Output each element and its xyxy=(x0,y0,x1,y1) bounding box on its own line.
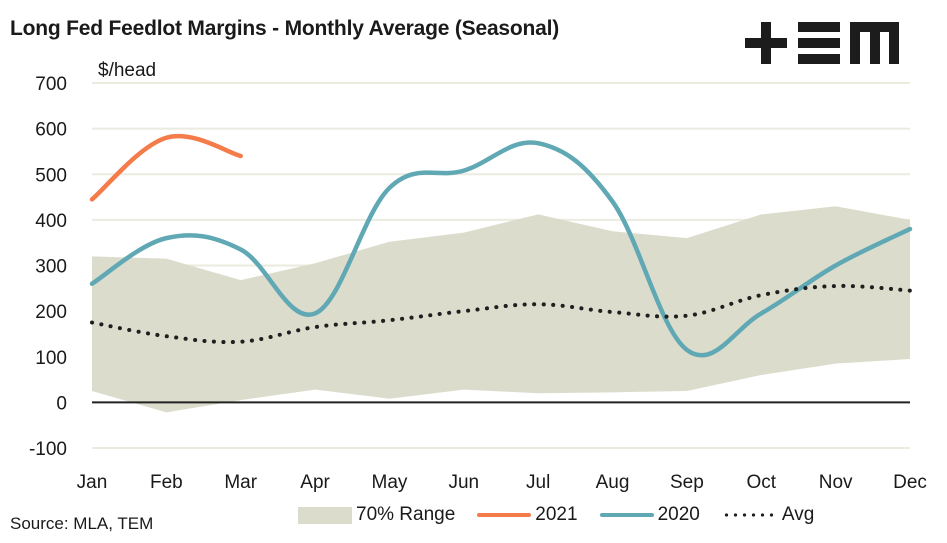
x-tick-label: Oct xyxy=(746,472,776,493)
legend-swatch-avg xyxy=(721,513,776,517)
tem-logo-icon xyxy=(745,22,899,64)
x-tick-label: Jun xyxy=(448,472,479,493)
x-tick-label: Aug xyxy=(596,472,630,493)
legend-swatch-2021 xyxy=(477,513,532,517)
legend-label-2021: 2021 xyxy=(535,504,578,525)
legend-swatch-range xyxy=(298,506,352,524)
y-tick-label: -100 xyxy=(29,439,67,460)
x-tick-label: Jan xyxy=(77,472,108,493)
series-line-2021 xyxy=(89,134,243,202)
y-tick-label: 500 xyxy=(35,165,67,186)
legend-swatch-2020 xyxy=(599,513,654,517)
y-axis-ticks: 700 600 500 400 300 200 100 0 -100 xyxy=(29,74,67,460)
y-tick-label: 200 xyxy=(35,302,67,323)
x-tick-label: Mar xyxy=(224,472,257,493)
x-tick-label: Jul xyxy=(526,472,550,493)
y-tick-label: 0 xyxy=(56,393,67,414)
x-tick-label: Apr xyxy=(300,472,330,493)
x-tick-label: Dec xyxy=(893,472,927,493)
y-tick-label: 400 xyxy=(35,211,67,232)
legend-label-avg: Avg xyxy=(781,504,815,525)
y-tick-label: 700 xyxy=(35,74,67,95)
legend-item-2021: 2021 xyxy=(477,504,578,526)
x-tick-label: May xyxy=(372,472,408,493)
y-axis-unit-label: $/head xyxy=(98,60,157,81)
legend-item-range: 70% Range xyxy=(298,504,455,526)
legend: 70% Range 2021 2020 Avg xyxy=(298,504,836,526)
x-tick-label: Feb xyxy=(150,472,183,493)
source-note: Source: MLA, TEM xyxy=(10,514,154,533)
x-tick-label: Sep xyxy=(670,472,704,493)
range-band-layer xyxy=(92,206,910,413)
legend-item-avg: Avg xyxy=(721,504,815,526)
legend-item-2020: 2020 xyxy=(599,504,700,526)
y-tick-label: 100 xyxy=(35,348,67,369)
chart-title: Long Fed Feedlot Margins - Monthly Avera… xyxy=(10,17,560,40)
legend-label-range: 70% Range xyxy=(356,504,456,525)
series-line-2020 xyxy=(89,140,913,358)
legend-label-2020: 2020 xyxy=(657,504,700,525)
y-tick-label: 600 xyxy=(35,120,67,141)
series-line-avg xyxy=(90,283,912,345)
x-tick-label: Nov xyxy=(819,472,853,493)
range-band xyxy=(92,206,910,413)
x-axis-ticks: Jan Feb Mar Apr May Jun Jul Aug Sep Oct Nov Dec xyxy=(77,472,927,493)
series-layer xyxy=(89,134,913,358)
y-tick-label: 300 xyxy=(35,257,67,278)
